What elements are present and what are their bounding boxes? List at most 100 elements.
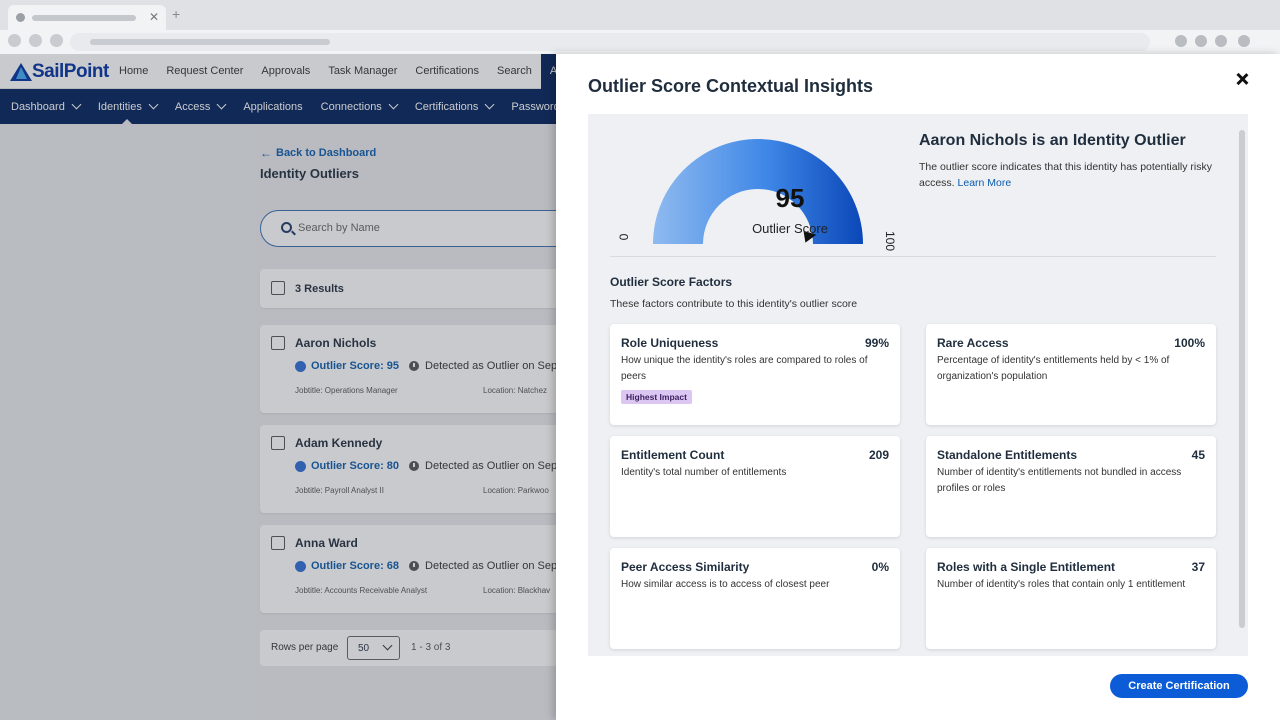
factor-description: How unique the identity's roles are comp… bbox=[621, 355, 868, 382]
score-dot-icon bbox=[295, 360, 306, 372]
jobtitle: Jobtitle: Operations Manager bbox=[295, 386, 398, 395]
divider bbox=[610, 256, 1216, 257]
factor-value: 37 bbox=[1191, 560, 1205, 574]
page-title: Identity Outliers bbox=[260, 166, 359, 181]
pagination: Rows per page 50 1 - 3 of 3 bbox=[260, 630, 590, 666]
identity-name[interactable]: Adam Kennedy bbox=[295, 436, 383, 450]
factor-description: Number of identity's roles that contain … bbox=[937, 579, 1186, 590]
identity-card[interactable]: Aaron Nichols Outlier Score: 95 Detected… bbox=[260, 325, 590, 413]
factor-name: Peer Access Similarity bbox=[621, 560, 750, 574]
outlier-score-link[interactable]: Outlier Score: 80 bbox=[311, 460, 400, 472]
factor-value: 100% bbox=[1174, 336, 1205, 350]
factor-card-entitlement-count: Entitlement Count 209 Identity's total n… bbox=[610, 436, 900, 537]
identity-card[interactable]: Adam Kennedy Outlier Score: 80 Detected … bbox=[260, 425, 590, 513]
gauge-needle-icon bbox=[803, 230, 817, 243]
sub-nav-access[interactable]: Access bbox=[166, 89, 234, 124]
top-nav-approvals[interactable]: Approvals bbox=[261, 65, 311, 77]
rows-per-page-label: Rows per page bbox=[271, 642, 339, 653]
factor-description: How similar access is to access of close… bbox=[621, 579, 830, 590]
select-all-checkbox[interactable] bbox=[271, 281, 285, 295]
sub-nav-label: Identities bbox=[97, 100, 142, 113]
clock-icon bbox=[409, 461, 420, 471]
sailpoint-logo[interactable]: SailPoint bbox=[10, 61, 109, 83]
close-tab-icon[interactable]: ✕ bbox=[148, 10, 159, 24]
sub-nav-label: Access bbox=[174, 100, 211, 113]
location: Location: Parkwoo bbox=[483, 486, 549, 495]
panel-title: Outlier Score Contextual Insights bbox=[588, 76, 874, 96]
score-dot-icon bbox=[295, 560, 306, 572]
gauge-max-label: 100 bbox=[883, 230, 898, 252]
extension-icon[interactable] bbox=[1215, 35, 1227, 47]
factor-value: 0% bbox=[871, 560, 889, 574]
location: Location: Blackhav bbox=[483, 586, 551, 595]
factors-title: Outlier Score Factors bbox=[610, 275, 733, 289]
back-icon[interactable] bbox=[8, 34, 21, 47]
factor-value: 45 bbox=[1191, 448, 1205, 462]
insight-title: Aaron Nichols is an Identity Outlier bbox=[919, 132, 1186, 149]
modal-backdrop[interactable] bbox=[0, 54, 556, 720]
factor-description: Number of identity's entitlements not bu… bbox=[937, 467, 1182, 494]
top-nav-certifications[interactable]: Certifications bbox=[415, 65, 479, 77]
gauge-value: 95 bbox=[775, 183, 805, 213]
create-certification-button[interactable]: Create Certification bbox=[1110, 674, 1248, 698]
factor-card-rare-access: Rare Access 100% Percentage of identity'… bbox=[926, 324, 1216, 425]
identity-checkbox[interactable] bbox=[271, 436, 285, 450]
identity-checkbox[interactable] bbox=[271, 336, 285, 350]
detected-date: Detected as Outlier on Sep 15, 2 bbox=[425, 560, 585, 572]
back-to-dashboard-link[interactable]: ← Back to Dashboard bbox=[260, 146, 376, 160]
top-nav-home[interactable]: Home bbox=[119, 65, 149, 77]
brand-name: SailPoint bbox=[32, 61, 109, 82]
top-nav-task-manager[interactable]: Task Manager bbox=[328, 65, 398, 77]
identity-card[interactable]: Anna Ward Outlier Score: 68 Detected as … bbox=[260, 525, 590, 613]
outlier-insights-panel: Outlier Score Contextual Insights 95 Out… bbox=[556, 54, 1280, 720]
page-range: 1 - 3 of 3 bbox=[411, 642, 451, 653]
factor-card-roles-single-entitlement: Roles with a Single Entitlement 37 Numbe… bbox=[926, 548, 1216, 649]
reload-icon[interactable] bbox=[50, 34, 63, 47]
forward-icon[interactable] bbox=[29, 34, 42, 47]
identity-checkbox[interactable] bbox=[271, 536, 285, 550]
factors-description: These factors contribute to this identit… bbox=[610, 298, 858, 310]
profile-icon[interactable] bbox=[1238, 35, 1250, 47]
extension-icon[interactable] bbox=[1195, 35, 1207, 47]
identity-name[interactable]: Anna Ward bbox=[295, 536, 358, 550]
extension-icon[interactable] bbox=[1175, 35, 1187, 47]
insight-description: The outlier score indicates that this id… bbox=[919, 159, 1219, 191]
browser-tab-title bbox=[32, 15, 136, 21]
insight-text: The outlier score indicates that this id… bbox=[919, 161, 1212, 189]
factor-name: Role Uniqueness bbox=[621, 336, 719, 350]
address-bar[interactable] bbox=[70, 33, 1150, 51]
factor-card-peer-access-similarity: Peer Access Similarity 0% How similar ac… bbox=[610, 548, 900, 649]
outlier-score-link[interactable]: Outlier Score: 95 bbox=[311, 360, 400, 372]
score-row: Outlier Score: 68 Detected as Outlier on… bbox=[295, 560, 585, 572]
browser-toolbar bbox=[0, 30, 1280, 54]
factor-value: 99% bbox=[864, 336, 889, 350]
new-tab-icon[interactable]: + bbox=[172, 6, 181, 22]
sub-nav-label: Certifications bbox=[414, 100, 479, 113]
score-row: Outlier Score: 95 Detected as Outlier on… bbox=[295, 360, 585, 372]
sub-nav-identities[interactable]: Identities bbox=[89, 89, 166, 124]
factor-card-role-uniqueness: Role Uniqueness 99% How unique the ident… bbox=[610, 324, 900, 425]
factor-name: Rare Access bbox=[937, 336, 1009, 350]
sub-nav-label: Applications bbox=[243, 100, 303, 113]
rows-per-page-select[interactable]: 50 bbox=[347, 636, 400, 660]
arrow-left-icon: ← bbox=[260, 146, 272, 160]
sub-nav-applications[interactable]: Applications bbox=[234, 89, 311, 124]
identity-name[interactable]: Aaron Nichols bbox=[295, 336, 377, 350]
sub-nav-certifications[interactable]: Certifications bbox=[406, 89, 503, 124]
factor-card-standalone-entitlements: Standalone Entitlements 45 Number of ide… bbox=[926, 436, 1216, 537]
rows-per-page-value: 50 bbox=[358, 643, 370, 654]
search-input[interactable]: Search by Name bbox=[260, 210, 590, 247]
close-icon[interactable] bbox=[1232, 70, 1252, 90]
panel-scrollbar[interactable] bbox=[1239, 130, 1245, 628]
top-nav-request-center[interactable]: Request Center bbox=[166, 65, 244, 77]
search-icon bbox=[281, 222, 292, 233]
top-nav-search[interactable]: Search bbox=[496, 65, 532, 77]
sub-nav-label: Connections bbox=[320, 100, 382, 113]
learn-more-link[interactable]: Learn More bbox=[957, 177, 1012, 189]
score-dot-icon bbox=[295, 460, 306, 472]
browser-tab[interactable]: ✕ bbox=[8, 5, 166, 30]
sub-nav-connections[interactable]: Connections bbox=[312, 89, 406, 124]
gauge-arc bbox=[653, 139, 863, 244]
outlier-score-link[interactable]: Outlier Score: 68 bbox=[311, 560, 400, 572]
sub-nav-dashboard[interactable]: Dashboard bbox=[2, 89, 89, 124]
